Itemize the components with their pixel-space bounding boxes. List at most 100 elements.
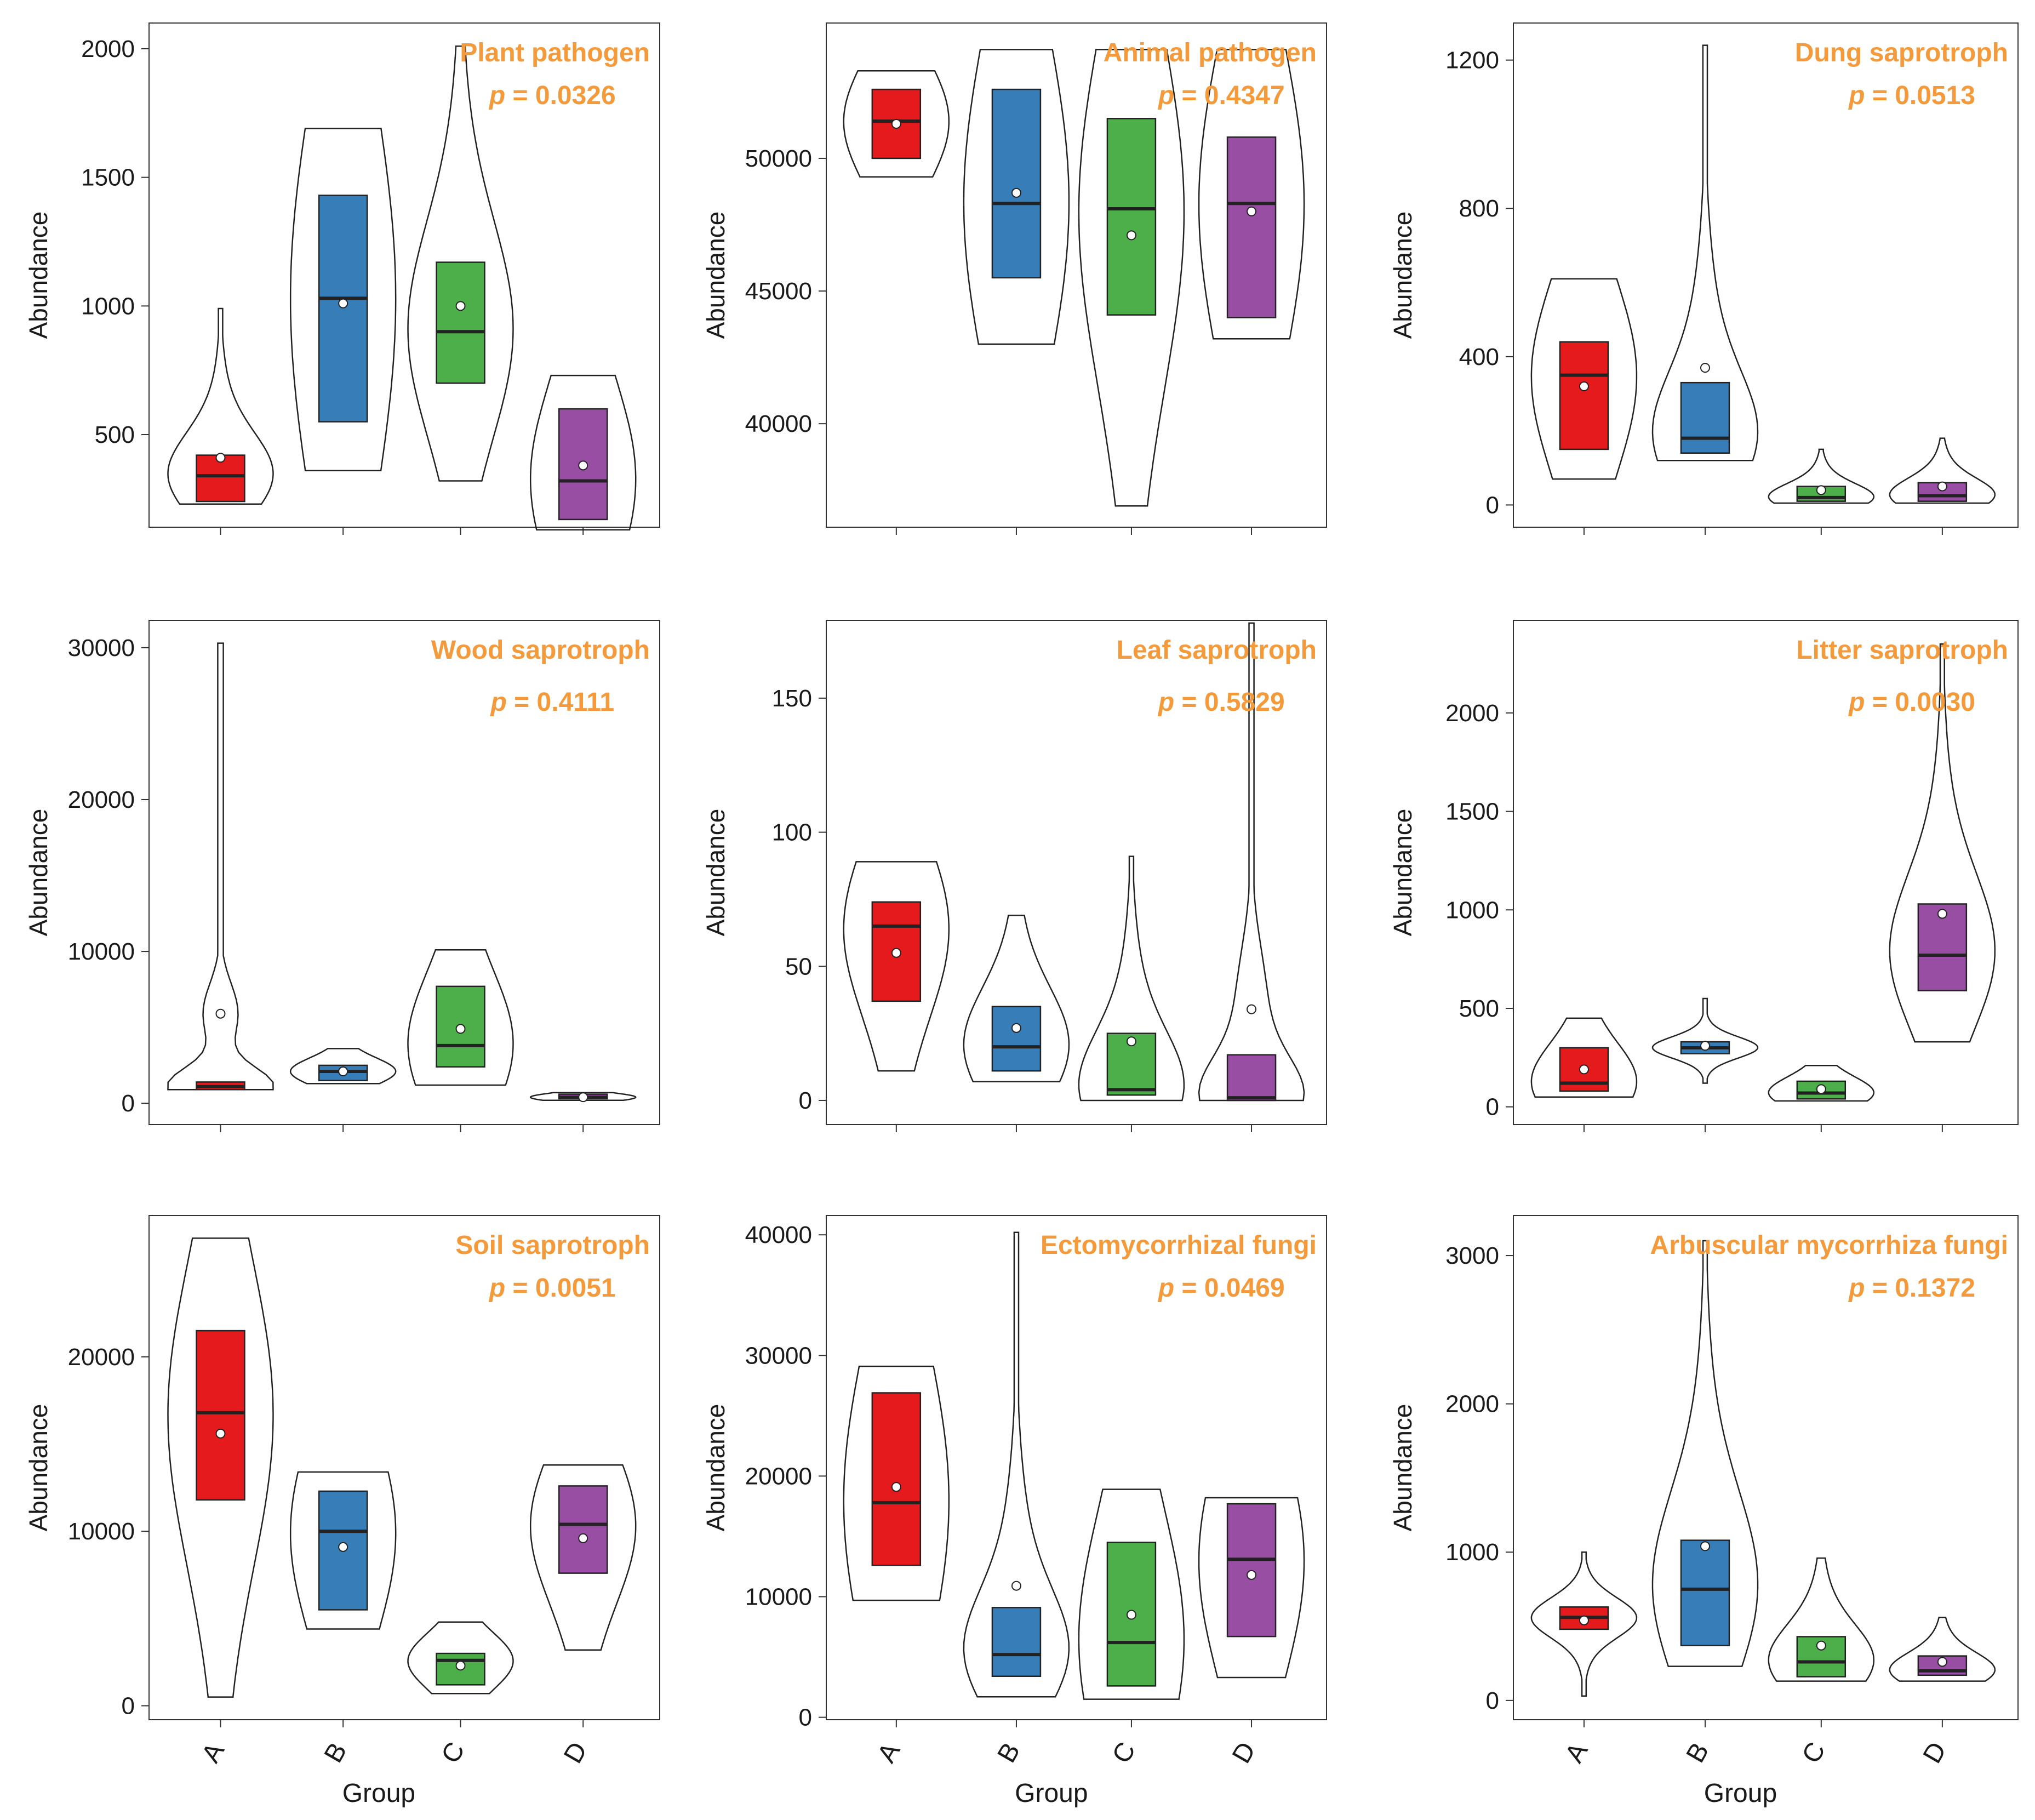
panel-3: 0 400 800 1200 Abundance Dung saprotroph p = 0… xyxy=(1388,22,2019,535)
mean-C xyxy=(1816,1640,1826,1651)
y-axis-label: Abundance xyxy=(1388,212,1417,339)
y-tick-label: 30000 xyxy=(68,635,135,661)
p-value: p = 0.0326 xyxy=(488,81,616,110)
box-A xyxy=(871,1392,922,1566)
violin-D xyxy=(1198,49,1305,340)
violin-C xyxy=(407,45,514,482)
y-tick-label: 1500 xyxy=(1445,798,1499,825)
x-axis-label: Group xyxy=(342,1779,415,1808)
y-tick-label: 1500 xyxy=(81,164,135,191)
y-axis-label: Abundance xyxy=(701,1404,730,1532)
violin-B xyxy=(289,1048,397,1085)
plot-frame xyxy=(1513,1215,2019,1720)
group-label-D: D xyxy=(558,1737,593,1768)
p-value: p = 0.5829 xyxy=(1157,688,1285,717)
p-value: p = 0.0469 xyxy=(1157,1274,1285,1303)
violin-A xyxy=(843,861,950,1072)
y-tick-label: 50 xyxy=(785,953,812,980)
y-axis-label: Abundance xyxy=(24,809,53,937)
violin-C xyxy=(1768,1557,1875,1682)
y-tick-label: 500 xyxy=(95,421,135,448)
mean-D xyxy=(578,460,588,471)
violin-A xyxy=(1530,1017,1638,1098)
violin-C xyxy=(1078,1488,1185,1700)
violin-C xyxy=(407,1621,514,1695)
y-tick-label: 45000 xyxy=(745,278,812,305)
y-tick-label: 1000 xyxy=(1445,1539,1499,1566)
violin-A xyxy=(167,307,274,505)
plot-frame xyxy=(148,22,660,528)
box-A xyxy=(196,1330,245,1501)
y-tick-label: 2000 xyxy=(1445,700,1499,727)
y-axis-label: Abundance xyxy=(24,1404,53,1532)
mean-C xyxy=(1126,230,1136,241)
violin-C xyxy=(407,949,514,1086)
group-label-A: A xyxy=(196,1738,230,1767)
mean-D xyxy=(1247,206,1257,216)
y-tick-label: 2000 xyxy=(1445,1391,1499,1418)
violin-A xyxy=(167,1237,274,1698)
x-axis-label: Group xyxy=(1704,1779,1777,1808)
y-tick-label: 0 xyxy=(122,1693,135,1720)
panel-9: 0 1000 2000 3000 Abundance A B C D Arbuscular myc… xyxy=(1388,1215,2019,1808)
box-D xyxy=(558,1485,608,1574)
p-value: p = 0.0513 xyxy=(1848,81,1975,110)
violin-B xyxy=(1651,1240,1759,1667)
group-label-B: B xyxy=(992,1738,1026,1767)
violin-B xyxy=(289,128,397,471)
y-tick-label: 1000 xyxy=(81,293,135,320)
mean-D xyxy=(1937,1657,1947,1667)
violin-D xyxy=(1198,1497,1305,1679)
mean-A xyxy=(1579,381,1589,391)
y-tick-label: 800 xyxy=(1459,195,1499,222)
y-tick-label: 20000 xyxy=(745,1463,812,1490)
violin-A xyxy=(843,70,950,178)
mean-B xyxy=(1011,187,1021,198)
plot-frame xyxy=(826,22,1327,528)
mean-B xyxy=(338,1066,348,1077)
y-axis-label: Abundance xyxy=(24,212,53,339)
box-C xyxy=(436,261,485,384)
violin-B xyxy=(963,1231,1070,1698)
violin-A xyxy=(167,642,274,1091)
y-tick-label: 100 xyxy=(772,819,812,846)
mean-D xyxy=(578,1533,588,1543)
group-label-A: A xyxy=(1560,1738,1594,1767)
p-value: p = 0.0030 xyxy=(1848,688,1975,717)
violin-B xyxy=(1651,997,1759,1084)
mean-D xyxy=(578,1092,588,1103)
violin-D xyxy=(529,1464,637,1651)
y-tick-label: 40000 xyxy=(745,410,812,437)
y-tick-label: 30000 xyxy=(745,1342,812,1369)
mean-D xyxy=(1247,1004,1257,1014)
y-tick-label: 150 xyxy=(772,685,812,712)
y-tick-label: 20000 xyxy=(68,786,135,813)
group-label-C: C xyxy=(1797,1737,1831,1768)
y-tick-label: 50000 xyxy=(745,145,812,172)
box-D xyxy=(1226,136,1277,318)
panel-6: 0 500 1000 1500 2000 Abundance Litter saprotro… xyxy=(1388,620,2019,1132)
y-tick-label: 0 xyxy=(1486,1687,1499,1714)
mean-A xyxy=(215,453,226,463)
box-A xyxy=(871,901,922,1002)
group-label-C: C xyxy=(1107,1737,1141,1768)
panel-title: Arbuscular mycorrhiza fungi xyxy=(1650,1231,2008,1260)
violin-B xyxy=(289,1471,397,1630)
plot-frame xyxy=(826,1215,1327,1720)
y-tick-label: 40000 xyxy=(745,1222,812,1248)
mean-C xyxy=(455,301,466,311)
p-value: p = 0.4111 xyxy=(490,688,615,717)
box-C xyxy=(1106,118,1157,316)
violin-D xyxy=(529,1092,637,1101)
mean-A xyxy=(891,948,901,958)
x-axis-label: Group xyxy=(1015,1779,1088,1808)
panel-2: 40000 45000 50000 Abundance Animal pathogen p… xyxy=(701,22,1327,535)
p-value: p = 0.0051 xyxy=(488,1274,616,1303)
group-label-C: C xyxy=(436,1737,470,1768)
mean-B xyxy=(338,298,348,309)
mean-B xyxy=(1011,1581,1021,1591)
y-tick-label: 0 xyxy=(122,1090,135,1117)
violin-D xyxy=(1889,643,1996,1043)
y-tick-label: 10000 xyxy=(68,1518,135,1545)
